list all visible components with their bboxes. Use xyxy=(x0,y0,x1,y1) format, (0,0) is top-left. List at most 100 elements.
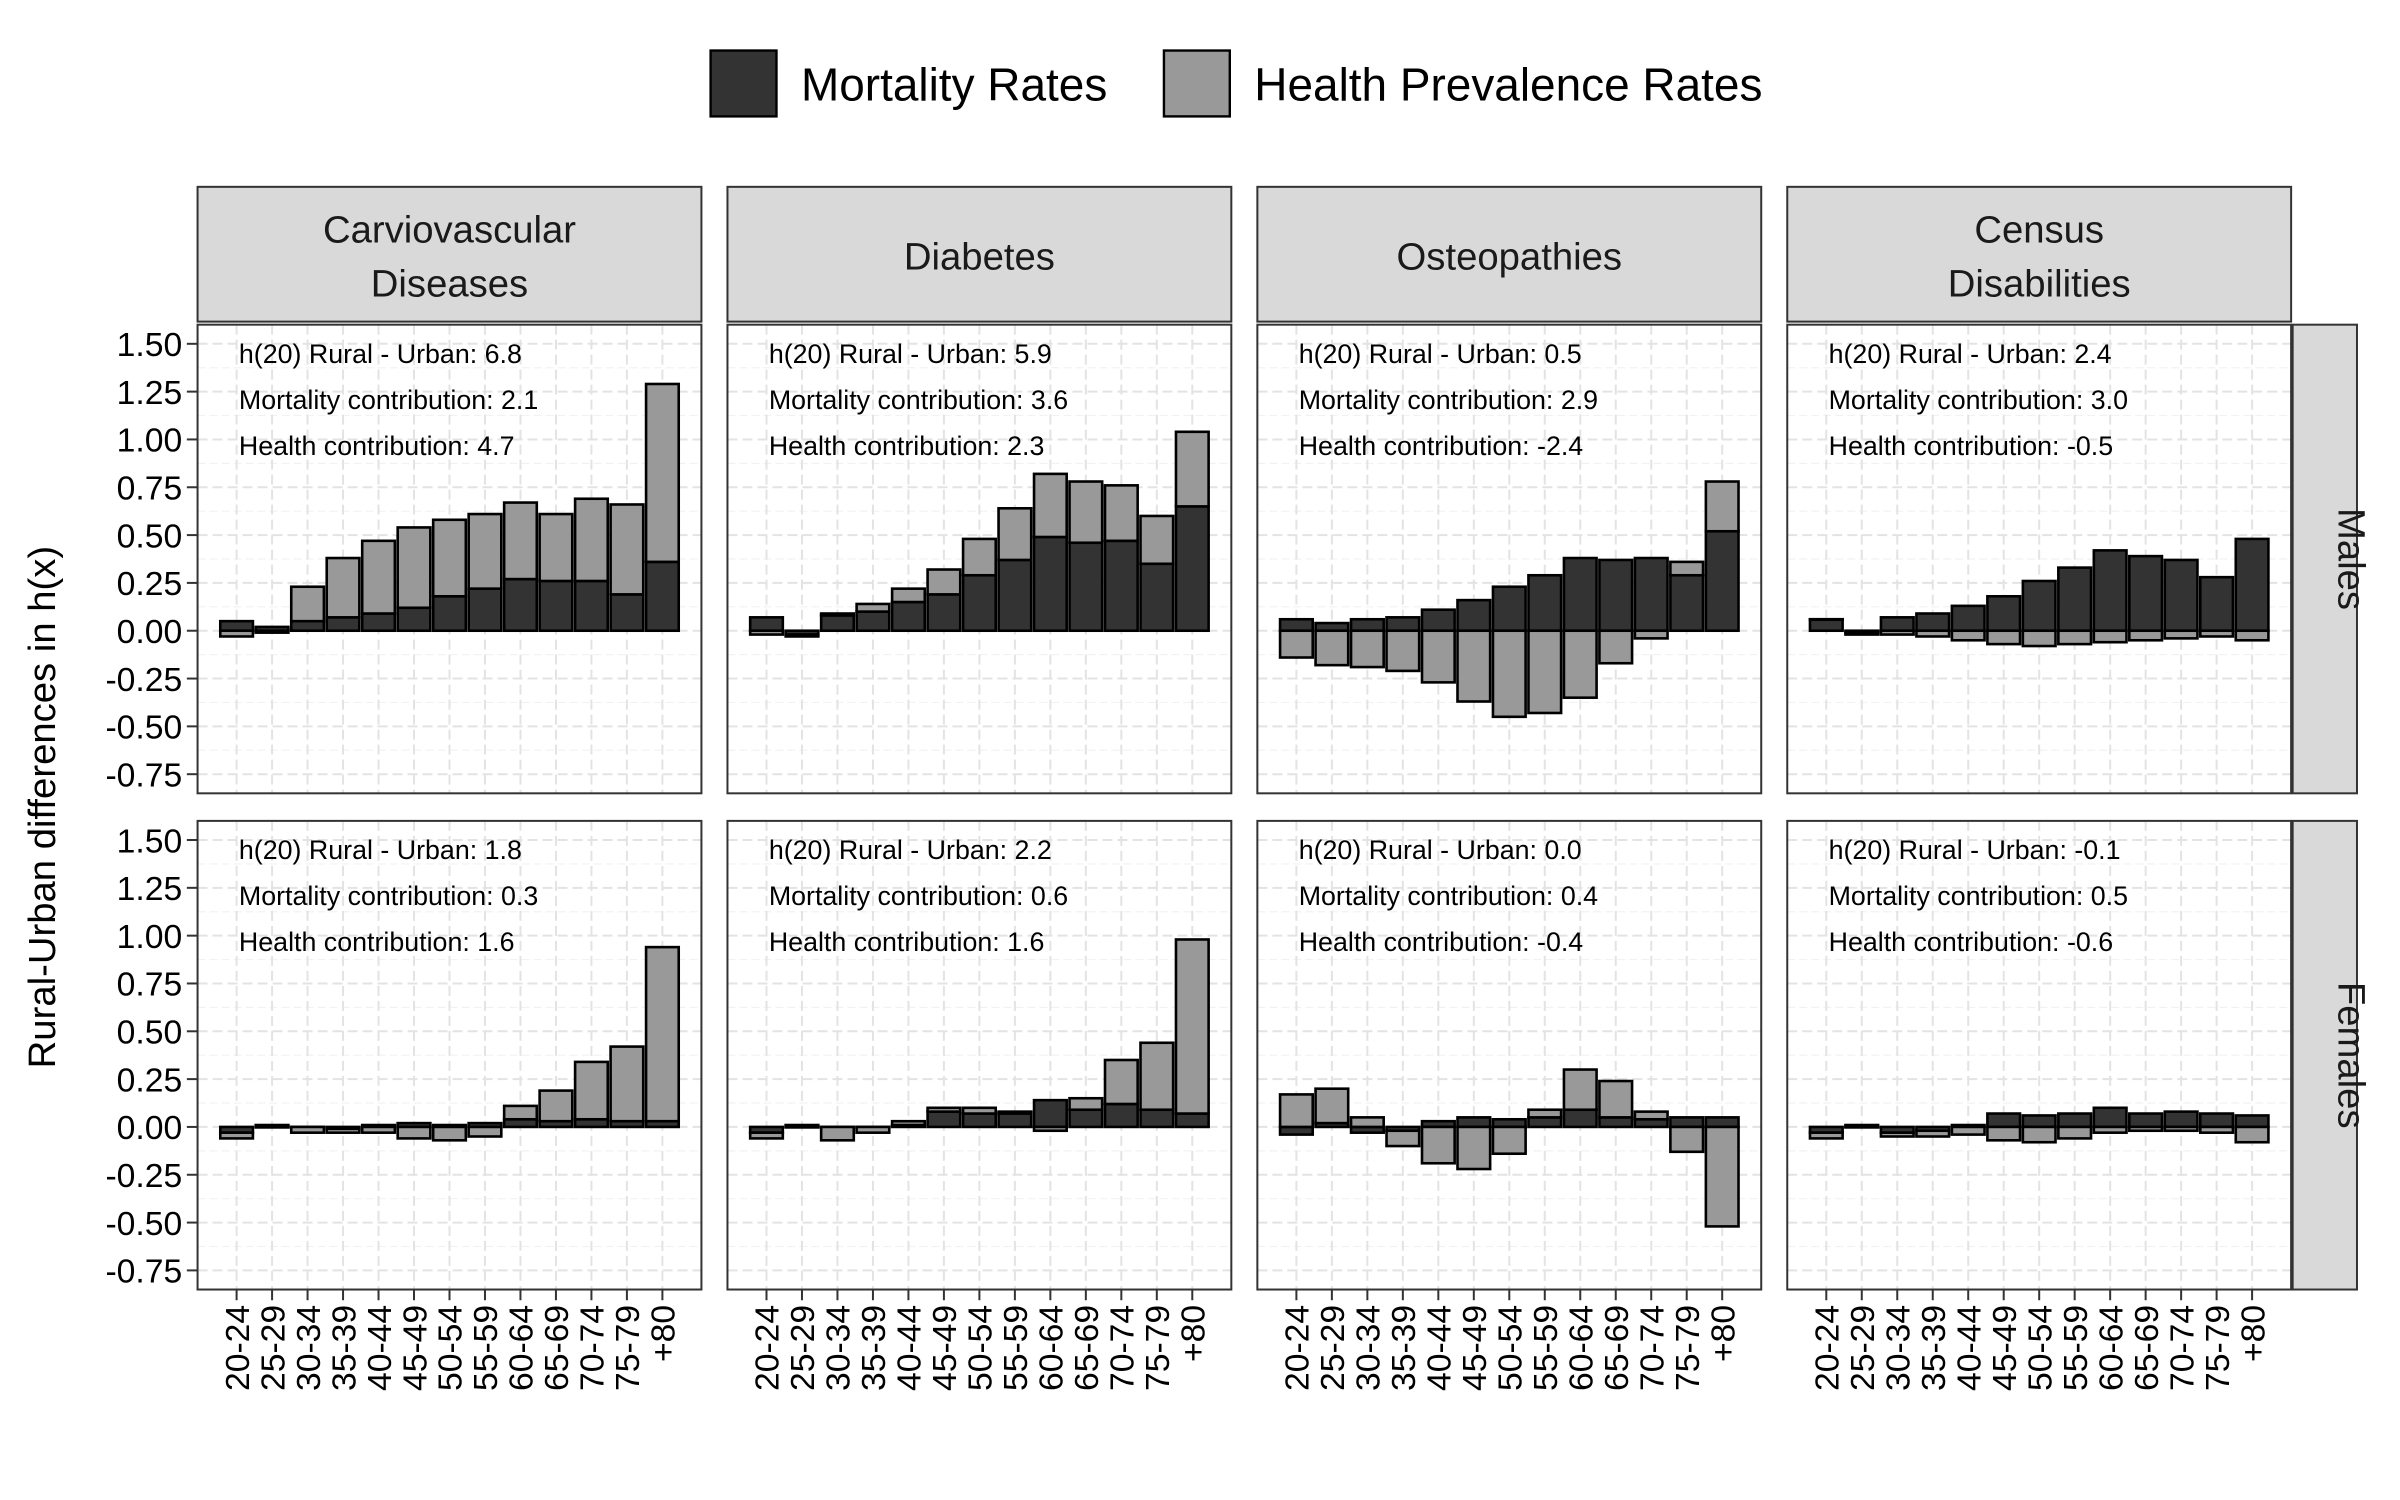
bar-health xyxy=(644,382,681,564)
y-tick-label: -0.25 xyxy=(105,662,182,699)
x-tick-label: 30-34 xyxy=(1351,1305,1388,1391)
panel-4: h(20) Rural - Urban: 1.8 Mortality contri… xyxy=(196,819,703,1291)
column-strip-0: Carviovascular Diseases xyxy=(196,185,703,323)
panel-5: h(20) Rural - Urban: 2.2 Mortality contri… xyxy=(726,819,1233,1291)
bar-health xyxy=(784,1123,820,1129)
bars xyxy=(218,382,681,638)
annotation-line: Health contribution: -0.5 xyxy=(1829,431,2114,461)
y-tick-label: 1.00 xyxy=(117,919,183,956)
panel-border xyxy=(1786,323,2293,795)
bar-mortality xyxy=(748,616,785,633)
bar-health xyxy=(431,518,468,598)
bar-mortality xyxy=(2021,1114,2057,1129)
bar-mortality xyxy=(1456,1116,1492,1129)
bar-mortality xyxy=(467,587,503,633)
bar-health xyxy=(1174,938,1210,1115)
bar-health xyxy=(1314,1087,1350,1125)
bar-health xyxy=(1139,514,1175,566)
y-tick-label: 0.50 xyxy=(117,1015,183,1052)
column-strip-3: Census Disabilities xyxy=(1786,185,2293,323)
bar-health xyxy=(1527,629,1563,715)
x-tick-label: 60-64 xyxy=(1564,1305,1601,1391)
bar-mortality xyxy=(926,1110,962,1129)
bar-health xyxy=(1562,1068,1598,1112)
bar-health xyxy=(538,1089,574,1123)
gridlines xyxy=(1787,820,2292,1290)
bar-mortality xyxy=(1032,1098,1068,1129)
bar-health xyxy=(1986,1125,2022,1142)
bar-health xyxy=(1808,617,1844,622)
bar-mortality xyxy=(2057,566,2093,633)
annotation-line: Mortality contribution: 0.3 xyxy=(239,881,538,911)
bar-health xyxy=(1068,1096,1104,1112)
bars xyxy=(748,938,1210,1142)
annotation-line: h(20) Rural - Urban: 1.8 xyxy=(239,835,522,865)
bar-health xyxy=(2092,1125,2128,1134)
legend-key-health xyxy=(1162,49,1231,118)
bar-health xyxy=(1420,1125,1456,1165)
bar-mortality xyxy=(360,612,397,633)
bar-health xyxy=(1420,629,1456,684)
bar-mortality xyxy=(502,577,539,633)
y-tick-label: 1.50 xyxy=(117,823,183,860)
bar-mortality xyxy=(2128,1112,2164,1129)
panel-annotation: h(20) Rural - Urban: 5.9 Mortality contri… xyxy=(769,339,1068,461)
panel-annotation: h(20) Rural - Urban: 2.2 Mortality contri… xyxy=(769,835,1068,957)
x-tick-label: 55-59 xyxy=(2058,1305,2095,1391)
x-tick-label: 25-29 xyxy=(1315,1305,1352,1391)
bar-health xyxy=(467,512,503,590)
legend-label-mortality: Mortality Rates xyxy=(801,58,1107,110)
bar-mortality xyxy=(997,1112,1033,1129)
bar-health xyxy=(784,633,820,638)
bar-mortality xyxy=(1103,1102,1139,1129)
bar-mortality xyxy=(289,619,326,633)
x-tick-label: 75-79 xyxy=(1670,1305,1707,1391)
bar-health xyxy=(1808,1131,1844,1140)
bar-mortality xyxy=(2234,1114,2270,1129)
column-strip-1: Diabetes xyxy=(726,185,1233,323)
annotation-line: Mortality contribution: 2.9 xyxy=(1299,385,1598,415)
x-axis-col-1: 20-2425-2930-3435-3940-4445-4950-5455-59… xyxy=(750,1289,1213,1391)
panel-2: h(20) Rural - Urban: 0.5 Mortality contri… xyxy=(1256,323,1763,795)
bar-mortality xyxy=(2092,549,2128,633)
bar-mortality xyxy=(2234,537,2270,633)
x-axis-col-2: 20-2425-2930-3435-3940-4445-4950-5455-59… xyxy=(1280,1289,1742,1391)
y-tick-label: 1.25 xyxy=(117,375,183,412)
bar-health xyxy=(609,503,645,596)
panel-border xyxy=(726,819,1233,1291)
gridlines xyxy=(1257,820,1762,1290)
x-axis-col-3: 20-2425-2930-3435-3940-4445-4950-5455-59… xyxy=(1810,1289,2272,1391)
bar-health xyxy=(997,507,1033,562)
bar-mortality xyxy=(1669,1116,1705,1129)
bar-health xyxy=(1598,1079,1634,1119)
panel-annotation: h(20) Rural - Urban: -0.1 Mortality contr… xyxy=(1829,835,2128,957)
annotation-line: h(20) Rural - Urban: 0.0 xyxy=(1299,835,1582,865)
column-strip-bg xyxy=(1786,185,2293,323)
bars xyxy=(218,945,681,1142)
bar-health xyxy=(218,1131,255,1140)
bar-mortality xyxy=(1103,539,1139,633)
bar-health xyxy=(1349,1116,1385,1129)
bar-mortality xyxy=(1950,604,1986,633)
bar-mortality xyxy=(1704,529,1740,633)
bar-mortality xyxy=(1562,556,1598,633)
x-tick-label: 40-44 xyxy=(1422,1305,1459,1391)
bar-health xyxy=(2128,629,2164,642)
x-tick-label: 60-64 xyxy=(504,1305,541,1391)
bar-health xyxy=(926,1106,962,1113)
bar-health xyxy=(1456,1125,1492,1171)
legend-label-health: Health Prevalence Rates xyxy=(1254,58,1762,110)
panel-border xyxy=(1256,819,1763,1291)
bar-health xyxy=(1950,1125,1986,1136)
column-strip-bg xyxy=(196,185,703,323)
panel-border xyxy=(1786,819,2293,1291)
bar-health xyxy=(1986,629,2022,646)
row-strip-label: Females xyxy=(2330,982,2373,1129)
panel-annotation: h(20) Rural - Urban: 0.0 Mortality contri… xyxy=(1299,835,1598,957)
bar-health xyxy=(997,1110,1033,1115)
bar-mortality xyxy=(2128,554,2164,633)
annotation-line: h(20) Rural - Urban: 2.2 xyxy=(769,835,1052,865)
bar-health xyxy=(1669,560,1705,577)
bars xyxy=(1808,1106,2270,1144)
bar-health xyxy=(573,497,610,583)
